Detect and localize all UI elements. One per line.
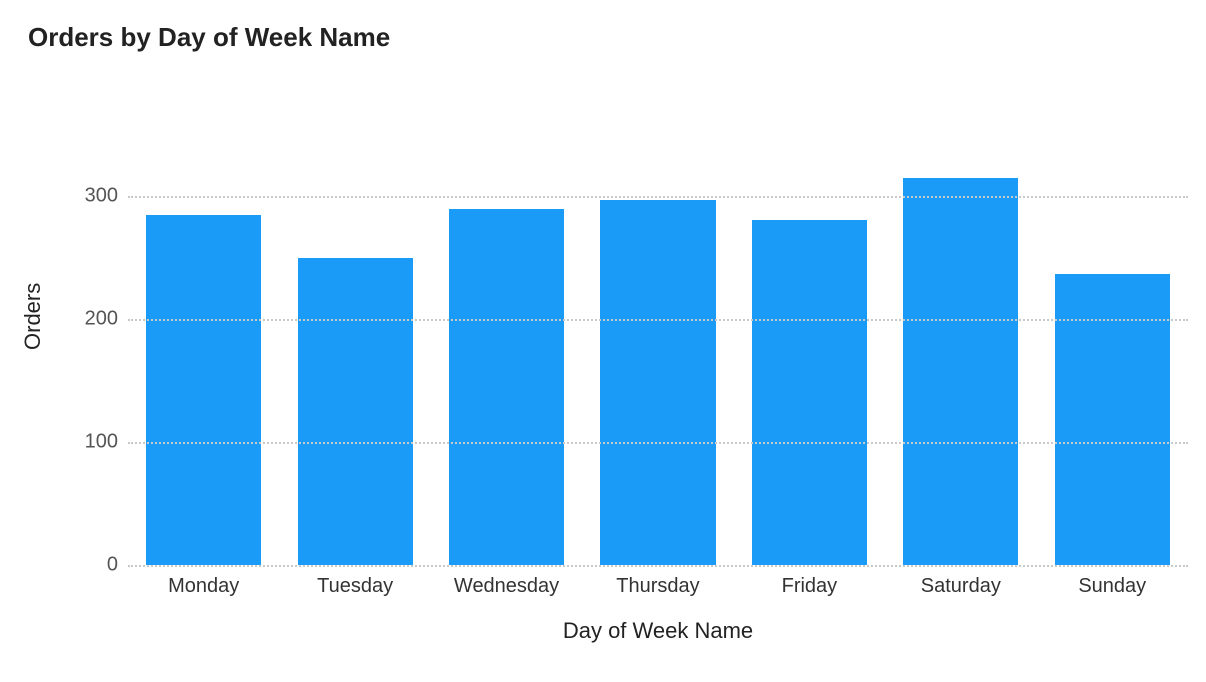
bar-slot <box>279 135 430 565</box>
x-axis-title: Day of Week Name <box>128 618 1188 644</box>
x-tick-label: Sunday <box>1037 575 1188 598</box>
bar[interactable] <box>298 258 413 565</box>
gridline <box>128 442 1188 444</box>
bar-slot <box>431 135 582 565</box>
bar[interactable] <box>1055 274 1170 565</box>
y-tick-label: 200 <box>58 308 118 331</box>
x-tick-label: Monday <box>128 575 279 598</box>
gridline <box>128 196 1188 198</box>
bar-slot <box>734 135 885 565</box>
x-tick-label: Saturday <box>885 575 1036 598</box>
bar[interactable] <box>903 178 1018 565</box>
y-axis-title: Orders <box>20 283 46 350</box>
bar-slot <box>128 135 279 565</box>
bar[interactable] <box>752 220 867 565</box>
x-axis-labels: MondayTuesdayWednesdayThursdayFridaySatu… <box>128 575 1188 598</box>
y-tick-label: 0 <box>58 554 118 577</box>
x-tick-label: Friday <box>734 575 885 598</box>
x-tick-label: Wednesday <box>431 575 582 598</box>
bar[interactable] <box>600 200 715 565</box>
bar-slot <box>1037 135 1188 565</box>
y-tick-label: 100 <box>58 431 118 454</box>
bars-container <box>128 135 1188 565</box>
x-tick-label: Tuesday <box>279 575 430 598</box>
bar-slot <box>885 135 1036 565</box>
gridline <box>128 319 1188 321</box>
y-tick-label: 300 <box>58 185 118 208</box>
x-tick-label: Thursday <box>582 575 733 598</box>
bar[interactable] <box>146 215 261 565</box>
bar[interactable] <box>449 209 564 565</box>
gridline <box>128 565 1188 567</box>
bar-slot <box>582 135 733 565</box>
plot-area <box>128 135 1188 565</box>
chart-title: Orders by Day of Week Name <box>28 22 390 53</box>
